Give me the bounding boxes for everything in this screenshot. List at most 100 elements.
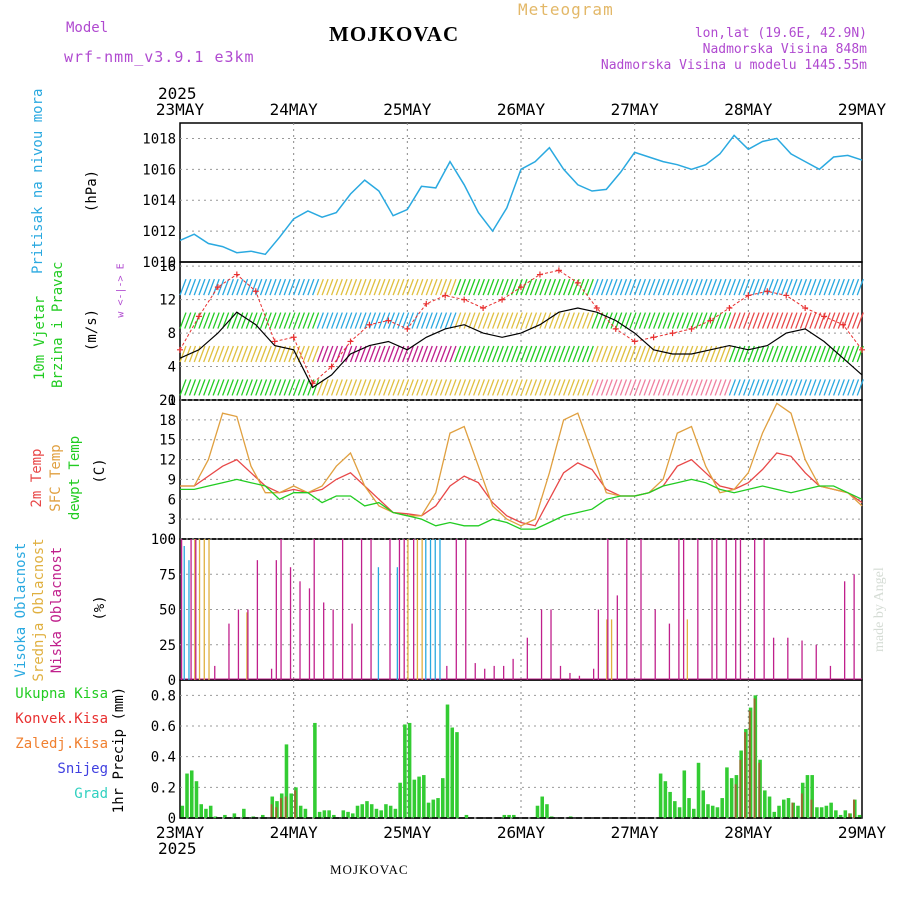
wind-barb (757, 312, 765, 329)
temp-sfc-line (180, 402, 863, 527)
wind-barb (378, 345, 386, 363)
wind-barb (847, 278, 855, 296)
wind-barb (785, 278, 793, 296)
wind-barb (430, 278, 438, 296)
wind-barb (288, 379, 296, 396)
temp-2m-line (180, 452, 863, 527)
wind-barb (463, 379, 471, 396)
wind-barb (401, 379, 410, 396)
wind-barb (487, 379, 495, 396)
wind-barb (193, 278, 201, 296)
ytick-label-cloud_cover: 100 (151, 532, 176, 548)
wind-gust-marker (347, 338, 354, 345)
wind-barb (240, 278, 249, 296)
wind-barb (425, 379, 433, 396)
wind-barb (780, 312, 789, 329)
precip-bar-total (838, 814, 843, 818)
ytick-label-precip: 0.2 (151, 780, 176, 796)
wind-barb (780, 278, 789, 296)
ytick-label-temperature: 0 (168, 532, 176, 548)
wind-barb (799, 312, 808, 329)
precip-bar-convective (848, 813, 851, 818)
precip-bar-total (720, 798, 724, 818)
wind-barb (477, 345, 485, 363)
wind-barb (851, 345, 860, 363)
wind-barb (619, 345, 628, 363)
wind-barb (321, 379, 329, 396)
wind-barb (577, 312, 585, 329)
wind-barb (212, 379, 220, 396)
wind-barb (340, 345, 348, 363)
wind-barb (662, 379, 670, 396)
precip-bar-total (426, 802, 431, 818)
wind-barb (700, 345, 708, 363)
wind-barb (293, 312, 301, 329)
precip-bar-total (412, 779, 417, 818)
year-bottom: 2025 (158, 839, 197, 858)
precip-bar-total (223, 814, 227, 818)
precip-bar-total (194, 781, 199, 818)
wind-barb (856, 379, 864, 396)
ytick-label-wind: 4 (168, 360, 176, 376)
wind-barb (259, 345, 268, 363)
wind-barb (799, 379, 808, 396)
wind-barb (752, 312, 760, 329)
wind-barb (430, 345, 438, 363)
wind-barb (676, 379, 684, 396)
wind-barb (463, 278, 471, 296)
wind-barb (345, 312, 353, 329)
wind-gust-marker (593, 305, 600, 311)
wind-barb (581, 312, 590, 329)
wind-speed-line (179, 307, 863, 389)
wind-barb (605, 278, 613, 296)
wind-barb (529, 379, 538, 396)
wind-barb (307, 278, 315, 296)
wind-barb (615, 345, 623, 363)
wind-barb (686, 379, 694, 396)
wind-gust-marker (480, 305, 487, 311)
wind-barb (823, 278, 831, 296)
wind-barb (468, 278, 476, 296)
wind-barb (624, 278, 632, 296)
wind-barb (378, 379, 386, 396)
wind-barb (269, 278, 277, 296)
wind-barb (340, 312, 348, 329)
wind-barb (634, 345, 642, 363)
wind-barb (728, 312, 736, 329)
wind-barb (439, 379, 448, 396)
wind-barb (416, 345, 424, 363)
wind-barb (719, 345, 727, 363)
day-label-bottom-24MAY: 24MAY (270, 823, 319, 842)
day-label-top-26MAY: 26MAY (497, 100, 546, 119)
precip-bar-total (289, 793, 293, 818)
wind-barb (231, 379, 239, 396)
wind-barb (814, 312, 822, 329)
wind-barb (501, 278, 509, 296)
wind-barb (496, 278, 504, 296)
precip-bar-total (445, 704, 450, 818)
wind-barb (605, 379, 613, 396)
wind-barb (534, 379, 542, 396)
wind-barb (856, 312, 864, 329)
wind-barb (529, 345, 538, 363)
wind-barb (828, 345, 836, 363)
wind-barb (364, 312, 372, 329)
wind-barb (629, 379, 637, 396)
wind-barb (610, 379, 618, 396)
wind-barb (681, 278, 689, 296)
wind-barb (615, 312, 623, 329)
wind-barb (638, 312, 647, 329)
precip-legend-convective: Konvek.Kisa (15, 711, 108, 727)
precip-bar-total (360, 804, 365, 818)
wind-barb (349, 312, 358, 329)
wind-barb (477, 379, 485, 396)
precip-bar-total (204, 808, 208, 818)
precip-bar-total (857, 814, 862, 818)
precip-bar-total (824, 805, 829, 818)
precip-bar-total (261, 814, 265, 818)
wind-barb (406, 312, 414, 329)
wind-barb (198, 379, 206, 396)
ytick-label-cloud_cover: 0 (168, 673, 176, 689)
wind-barb (539, 312, 547, 329)
precip-bar-total (568, 816, 573, 818)
